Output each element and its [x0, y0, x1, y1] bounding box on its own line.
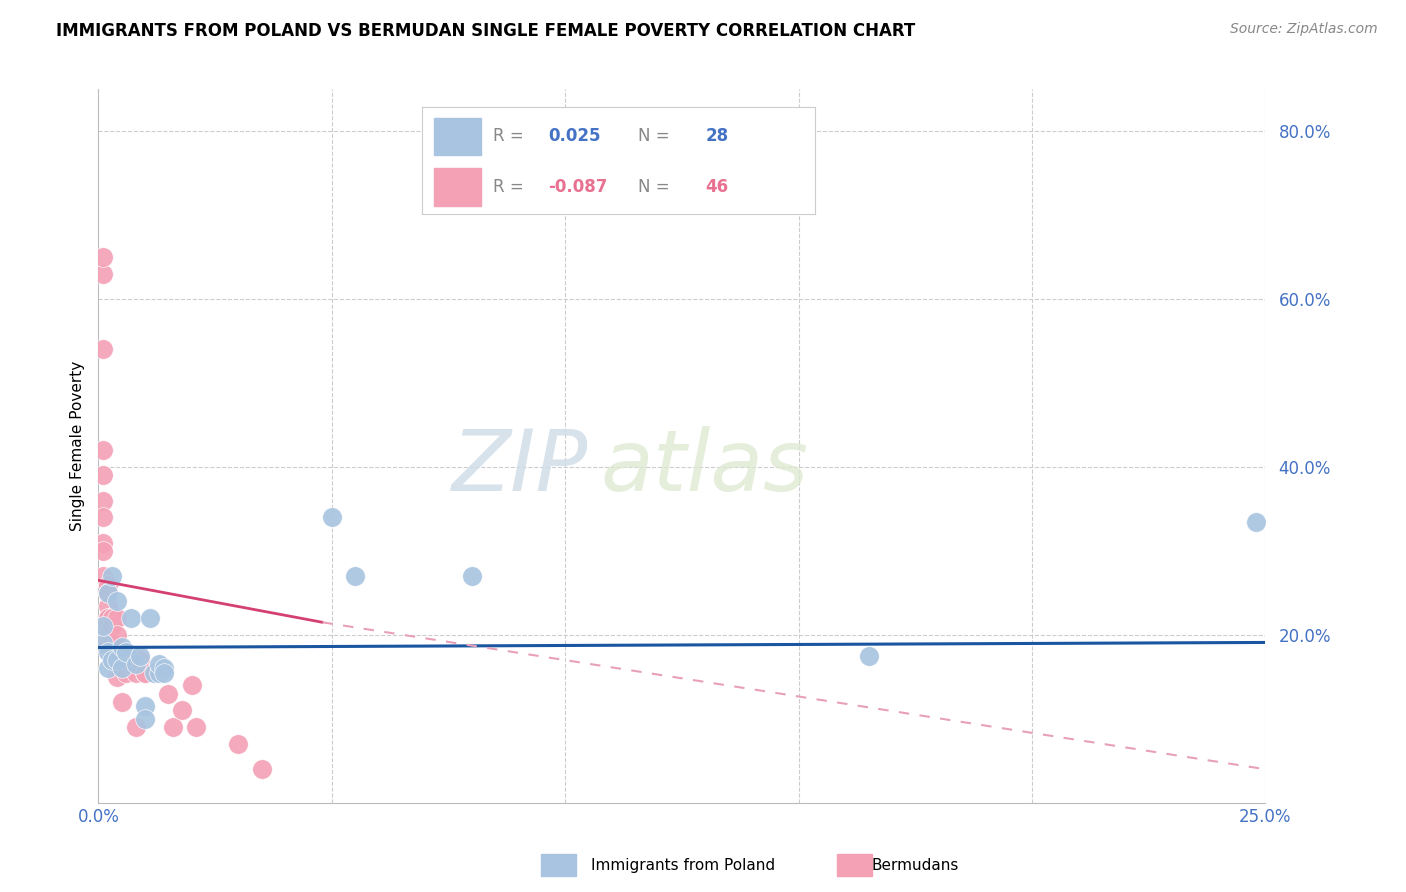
Point — [111, 695, 134, 709]
Point — [97, 645, 120, 659]
Point — [152, 665, 174, 680]
Point — [250, 762, 273, 776]
Point — [91, 250, 114, 264]
Point — [148, 657, 170, 672]
Text: R =: R = — [492, 128, 534, 145]
Point — [129, 648, 152, 663]
Point — [148, 665, 170, 680]
Text: 0.025: 0.025 — [548, 128, 600, 145]
Point — [91, 493, 114, 508]
Point — [321, 510, 343, 524]
Y-axis label: Single Female Poverty: Single Female Poverty — [69, 361, 84, 531]
Point — [115, 665, 138, 680]
Text: Bermudans: Bermudans — [872, 858, 959, 872]
Point — [111, 661, 134, 675]
Point — [97, 628, 120, 642]
Point — [125, 665, 148, 680]
Point — [97, 611, 120, 625]
Point — [101, 645, 124, 659]
Point — [97, 599, 120, 613]
Point — [1244, 515, 1267, 529]
Point — [97, 586, 120, 600]
Point — [120, 611, 142, 625]
Point — [91, 468, 114, 483]
Point — [91, 636, 114, 650]
Text: ZIP: ZIP — [453, 425, 589, 509]
Text: N =: N = — [638, 178, 675, 195]
Text: IMMIGRANTS FROM POLAND VS BERMUDAN SINGLE FEMALE POVERTY CORRELATION CHART: IMMIGRANTS FROM POLAND VS BERMUDAN SINGL… — [56, 22, 915, 40]
Point — [105, 594, 128, 608]
Point — [97, 611, 120, 625]
Point — [97, 586, 120, 600]
Point — [91, 343, 114, 357]
Point — [125, 720, 148, 734]
Point — [152, 661, 174, 675]
FancyBboxPatch shape — [433, 168, 481, 205]
Point — [101, 653, 124, 667]
Point — [134, 712, 156, 726]
Point — [129, 653, 152, 667]
Point — [115, 645, 138, 659]
Text: Source: ZipAtlas.com: Source: ZipAtlas.com — [1230, 22, 1378, 37]
Point — [139, 611, 162, 625]
Point — [134, 665, 156, 680]
Point — [105, 611, 128, 625]
Point — [97, 577, 120, 591]
Point — [101, 653, 124, 667]
Point — [134, 699, 156, 714]
Point — [91, 267, 114, 281]
Point — [858, 648, 880, 663]
Point — [91, 510, 114, 524]
Point — [91, 544, 114, 558]
Point — [186, 720, 208, 734]
Point — [97, 661, 120, 675]
Point — [344, 569, 367, 583]
Point — [105, 628, 128, 642]
Text: Immigrants from Poland: Immigrants from Poland — [591, 858, 775, 872]
Point — [115, 653, 138, 667]
Point — [101, 619, 124, 633]
Point — [143, 665, 166, 680]
Point — [91, 535, 114, 549]
Point — [461, 569, 484, 583]
Point — [172, 703, 194, 717]
Point — [125, 657, 148, 672]
Point — [111, 640, 134, 655]
Point — [97, 636, 120, 650]
Text: R =: R = — [492, 178, 529, 195]
Text: 28: 28 — [706, 128, 728, 145]
Point — [101, 636, 124, 650]
Point — [111, 648, 134, 663]
Point — [228, 737, 250, 751]
Point — [180, 678, 202, 692]
Point — [105, 653, 128, 667]
Point — [97, 577, 120, 591]
Point — [97, 577, 120, 591]
Point — [97, 619, 120, 633]
Point — [162, 720, 184, 734]
Point — [97, 586, 120, 600]
Point — [91, 569, 114, 583]
Text: N =: N = — [638, 128, 675, 145]
Point — [134, 665, 156, 680]
Point — [157, 687, 180, 701]
Text: atlas: atlas — [600, 425, 808, 509]
Point — [105, 670, 128, 684]
Point — [101, 569, 124, 583]
Point — [105, 653, 128, 667]
Text: 46: 46 — [706, 178, 728, 195]
Point — [101, 611, 124, 625]
Point — [91, 443, 114, 458]
Text: -0.087: -0.087 — [548, 178, 607, 195]
FancyBboxPatch shape — [433, 118, 481, 155]
Point — [91, 619, 114, 633]
